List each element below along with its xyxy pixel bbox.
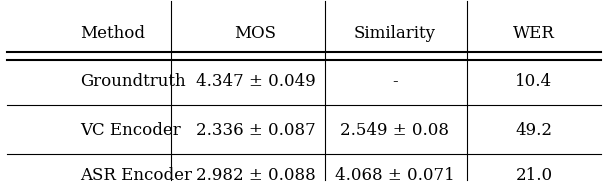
Text: MOS: MOS [235, 25, 277, 42]
Text: 2.982 ± 0.088: 2.982 ± 0.088 [196, 166, 316, 184]
Text: 4.347 ± 0.049: 4.347 ± 0.049 [196, 73, 316, 90]
Text: ASR Encoder: ASR Encoder [80, 166, 192, 184]
Text: 4.068 ± 0.071: 4.068 ± 0.071 [335, 166, 455, 184]
Text: 2.336 ± 0.087: 2.336 ± 0.087 [196, 122, 316, 139]
Text: 10.4: 10.4 [516, 73, 553, 90]
Text: 21.0: 21.0 [516, 166, 553, 184]
Text: Similarity: Similarity [354, 25, 436, 42]
Text: Method: Method [80, 25, 145, 42]
Text: 49.2: 49.2 [516, 122, 553, 139]
Text: Groundtruth: Groundtruth [80, 73, 185, 90]
Text: -: - [392, 73, 398, 90]
Text: WER: WER [513, 25, 555, 42]
Text: VC Encoder: VC Encoder [80, 122, 181, 139]
Text: 2.549 ± 0.08: 2.549 ± 0.08 [340, 122, 449, 139]
